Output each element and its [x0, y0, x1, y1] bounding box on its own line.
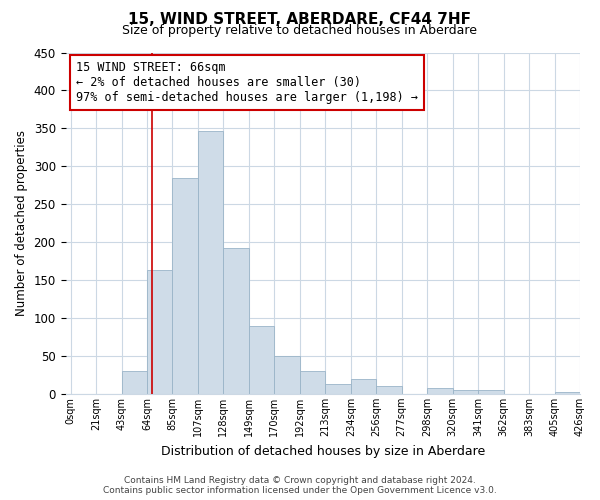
Text: Size of property relative to detached houses in Aberdare: Size of property relative to detached ho…: [122, 24, 478, 37]
Bar: [376, 386, 402, 394]
Text: Contains HM Land Registry data © Crown copyright and database right 2024.
Contai: Contains HM Land Registry data © Crown c…: [103, 476, 497, 495]
Bar: [452, 390, 478, 394]
Y-axis label: Number of detached properties: Number of detached properties: [15, 130, 28, 316]
Bar: [172, 178, 198, 394]
Bar: [427, 388, 452, 394]
Bar: [223, 248, 249, 394]
Bar: [147, 270, 172, 394]
Bar: [300, 371, 325, 394]
Text: 15, WIND STREET, ABERDARE, CF44 7HF: 15, WIND STREET, ABERDARE, CF44 7HF: [128, 12, 472, 28]
Bar: [554, 392, 580, 394]
Bar: [274, 356, 300, 394]
X-axis label: Distribution of detached houses by size in Aberdare: Distribution of detached houses by size …: [161, 444, 485, 458]
Text: 15 WIND STREET: 66sqm
← 2% of detached houses are smaller (30)
97% of semi-detac: 15 WIND STREET: 66sqm ← 2% of detached h…: [76, 61, 418, 104]
Bar: [478, 390, 503, 394]
Bar: [351, 378, 376, 394]
Bar: [122, 371, 147, 394]
Bar: [249, 326, 274, 394]
Bar: [198, 130, 223, 394]
Bar: [325, 384, 351, 394]
